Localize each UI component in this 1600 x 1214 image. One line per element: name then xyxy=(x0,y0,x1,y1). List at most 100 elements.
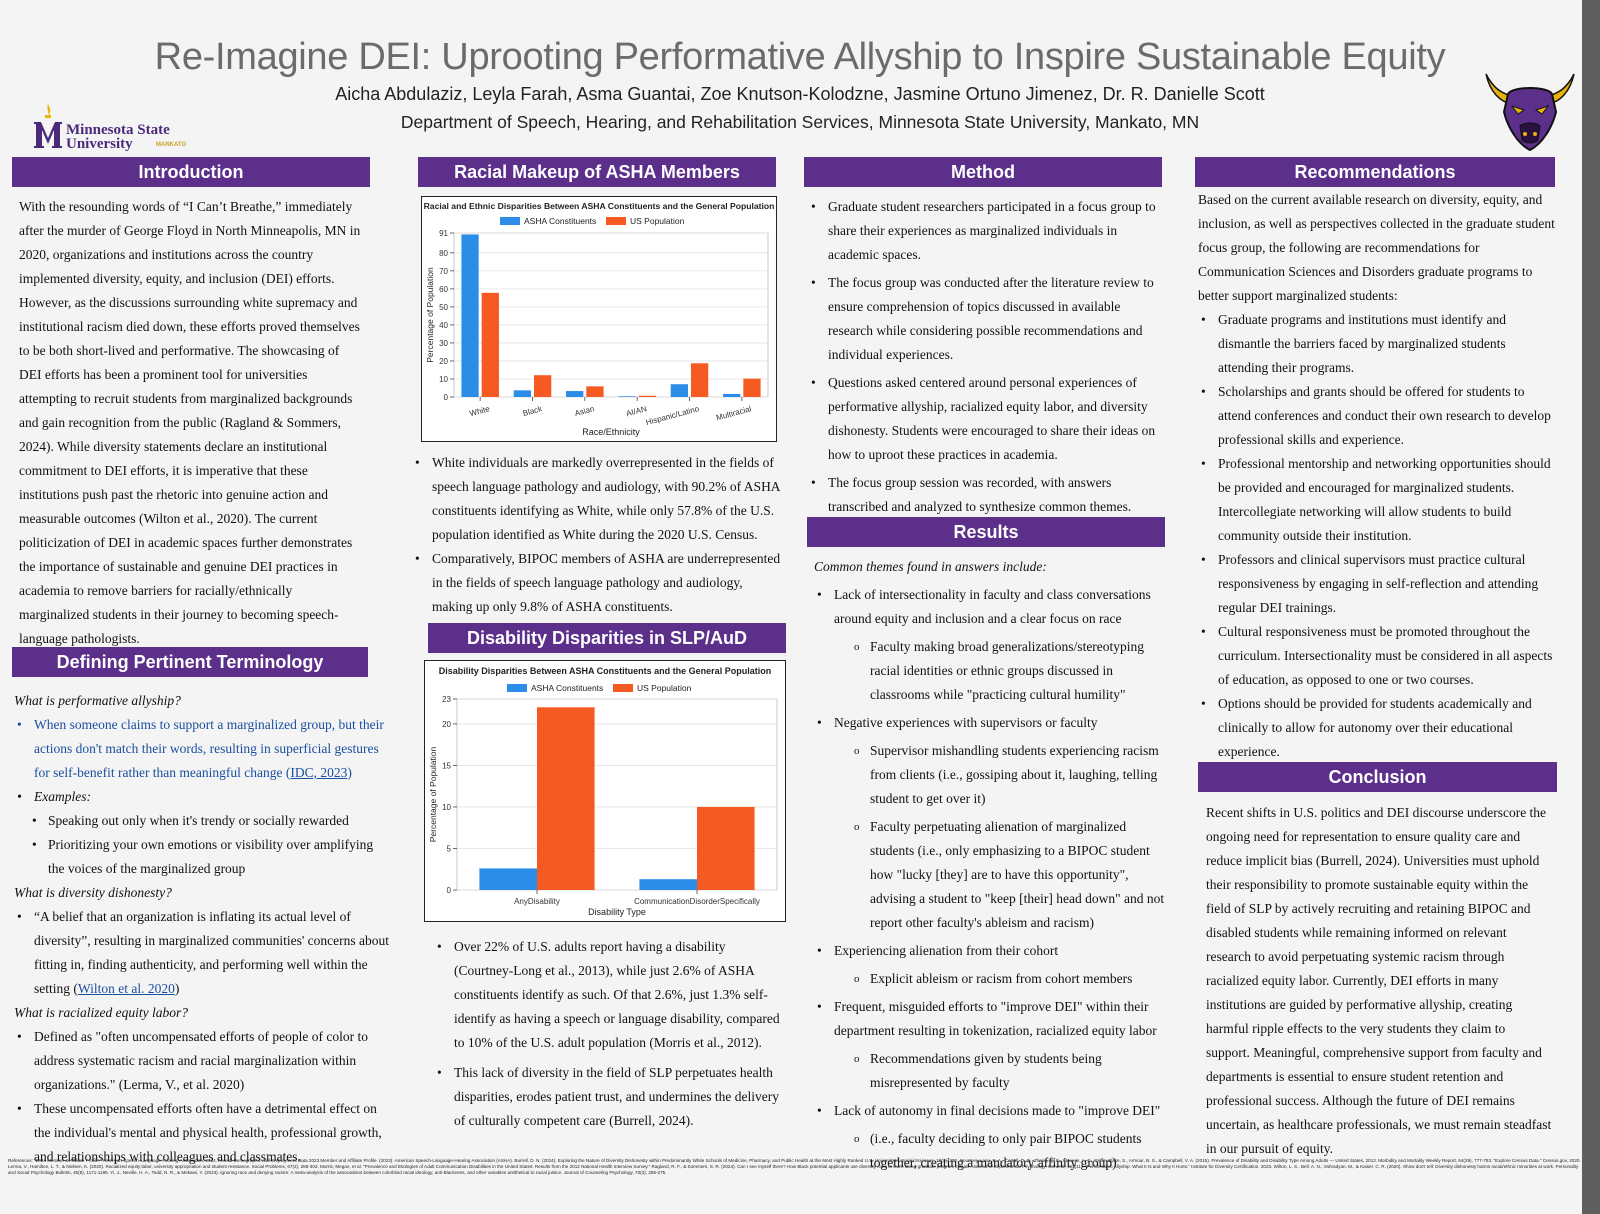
results-theme: Lack of autonomy in final decisions made… xyxy=(814,1099,1168,1123)
y-tick-label: 23 xyxy=(442,695,451,704)
legend-label: ASHA Constituents xyxy=(524,216,596,226)
bar xyxy=(481,292,499,397)
bar xyxy=(697,806,755,890)
recommendation-item: Cultural responsiveness must be promoted… xyxy=(1198,620,1558,692)
poster-authors: Aicha Abdulaziz, Leyla Farah, Asma Guant… xyxy=(335,84,1265,104)
bar xyxy=(586,386,604,397)
msu-m-icon xyxy=(34,104,62,148)
plot-area xyxy=(453,232,769,398)
x-tick-label: Multiracial xyxy=(715,404,752,422)
y-tick-label: 40 xyxy=(439,321,448,330)
y-tick-label: 5 xyxy=(447,844,452,853)
y-axis-label: Percentage of Population xyxy=(425,267,435,363)
conclusion-heading: Conclusion xyxy=(1198,762,1557,792)
legend-swatch xyxy=(613,684,633,692)
term-question-dishonesty: What is diversity dishonesty? xyxy=(14,885,172,900)
recommendations-body: Based on the current available research … xyxy=(1198,188,1558,761)
legend-swatch xyxy=(500,217,520,225)
poster-department: Department of Speech, Hearing, and Rehab… xyxy=(400,112,1200,132)
term-effects: These uncompensated efforts often have a… xyxy=(14,1097,392,1169)
racial-chart-svg: Racial and Ethnic Disparities Between AS… xyxy=(424,201,775,437)
term-definition-equity-labor: Defined as "often uncompensated efforts … xyxy=(14,1025,392,1097)
bar xyxy=(513,390,531,397)
results-theme: Frequent, misguided efforts to "improve … xyxy=(814,995,1168,1043)
term-definition-performative: When someone claims to support a margina… xyxy=(14,713,392,785)
x-axis-label: Race/Ethnicity xyxy=(582,427,640,437)
recommendation-item: Professors and clinical supervisors must… xyxy=(1198,548,1558,620)
y-tick-label: 80 xyxy=(439,249,448,258)
disability-bullet: Over 22% of U.S. adults report having a … xyxy=(434,935,784,1055)
bar xyxy=(537,707,595,890)
logo-line-3: MANKATO xyxy=(156,142,187,148)
chart-title: Racial and Ethnic Disparities Between AS… xyxy=(424,201,775,211)
legend-label: US Population xyxy=(630,216,685,226)
results-theme: Lack of intersectionality in faculty and… xyxy=(814,583,1168,631)
legend-label: ASHA Constituents xyxy=(531,683,603,693)
y-tick-label: 0 xyxy=(444,393,449,402)
bar xyxy=(479,868,537,890)
recommendation-item: Graduate programs and institutions must … xyxy=(1198,308,1558,380)
references: References: "2024 Member & Affiliate Pro… xyxy=(8,1158,1581,1175)
results-detail: (i.e., faculty deciding to only pair BIP… xyxy=(814,1127,1168,1175)
maverick-mascot-icon xyxy=(1485,73,1575,152)
recommendations-heading: Recommendations xyxy=(1195,157,1555,187)
y-tick-label: 0 xyxy=(447,886,452,895)
term-question-equity-labor: What is racialized equity labor? xyxy=(14,1005,188,1020)
terms-heading: Defining Pertinent Terminology xyxy=(12,647,368,677)
logo-line-1: Minnesota State xyxy=(66,122,170,138)
disability-bullets: Over 22% of U.S. adults report having a … xyxy=(434,935,784,1133)
wilton-citation-link[interactable]: Wilton et al. 2020 xyxy=(77,981,175,996)
results-intro: Common themes found in answers include: xyxy=(814,559,1047,574)
bar xyxy=(534,375,552,397)
method-bullets: Graduate student researchers participate… xyxy=(808,195,1164,518)
disability-chart: Disability Disparities Between ASHA Cons… xyxy=(424,660,786,922)
racial-bullets: White individuals are markedly overrepre… xyxy=(412,451,784,619)
poster-title: Re-Imagine DEI: Uprooting Performative A… xyxy=(154,36,1446,78)
y-axis-label: Percentage of Population xyxy=(428,747,438,843)
results-detail: Recommendations given by students being … xyxy=(814,1047,1168,1095)
results-heading: Results xyxy=(807,517,1165,547)
idc-citation-link[interactable]: IDC, 2023 xyxy=(290,765,348,780)
examples-label: Examples: xyxy=(14,785,392,809)
y-tick-label: 10 xyxy=(442,803,451,812)
results-theme: Experiencing alienation from their cohor… xyxy=(814,939,1168,963)
method-bullet: Questions asked centered around personal… xyxy=(808,371,1164,467)
term-definition-dishonesty: “A belief that an organization is inflat… xyxy=(14,905,392,1001)
x-tick-label: AnyDisability xyxy=(514,897,560,906)
disability-chart-svg: Disability Disparities Between ASHA Cons… xyxy=(428,666,778,917)
bar xyxy=(691,363,709,397)
y-tick-label: 20 xyxy=(439,357,448,366)
bar xyxy=(639,879,697,890)
results-body: Common themes found in answers include: … xyxy=(814,555,1168,1175)
legend-swatch xyxy=(606,217,626,225)
x-tick-label: White xyxy=(469,404,492,418)
bar xyxy=(566,391,584,397)
results-detail: Supervisor mishandling students experien… xyxy=(814,739,1168,811)
method-bullet: The focus group session was recorded, wi… xyxy=(808,471,1164,518)
recommendations-intro: Based on the current available research … xyxy=(1198,192,1555,303)
bar xyxy=(723,393,741,397)
y-tick-label: 10 xyxy=(439,375,448,384)
bar xyxy=(743,378,761,397)
example-item: Speaking out only when it's trendy or so… xyxy=(14,809,392,833)
conclusion-text: Recent shifts in U.S. politics and DEI d… xyxy=(1206,805,1552,1156)
legend-label: US Population xyxy=(637,683,692,693)
x-tick-label: CommunicationDisorderSpecifically xyxy=(634,897,760,906)
recommendation-item: Professional mentorship and networking o… xyxy=(1198,452,1558,548)
racial-chart: Racial and Ethnic Disparities Between AS… xyxy=(421,196,777,442)
x-tick-label: Black xyxy=(522,404,544,418)
y-tick-label: 91 xyxy=(439,229,448,238)
recommendation-item: Options should be provided for students … xyxy=(1198,692,1558,761)
x-tick-label: AI/AN xyxy=(625,404,648,418)
y-tick-label: 15 xyxy=(442,761,451,770)
legend-swatch xyxy=(507,684,527,692)
intro-text: With the resounding words of “I Can’t Br… xyxy=(19,199,361,646)
method-bullet: Graduate student researchers participate… xyxy=(808,195,1164,267)
results-detail: Faculty perpetuating alienation of margi… xyxy=(814,815,1168,935)
disability-bullet: This lack of diversity in the field of S… xyxy=(434,1061,784,1133)
method-heading: Method xyxy=(804,157,1162,187)
y-tick-label: 20 xyxy=(442,720,451,729)
x-tick-label: Hispanic/Latino xyxy=(645,404,701,427)
y-tick-label: 50 xyxy=(439,303,448,312)
y-tick-label: 60 xyxy=(439,285,448,294)
